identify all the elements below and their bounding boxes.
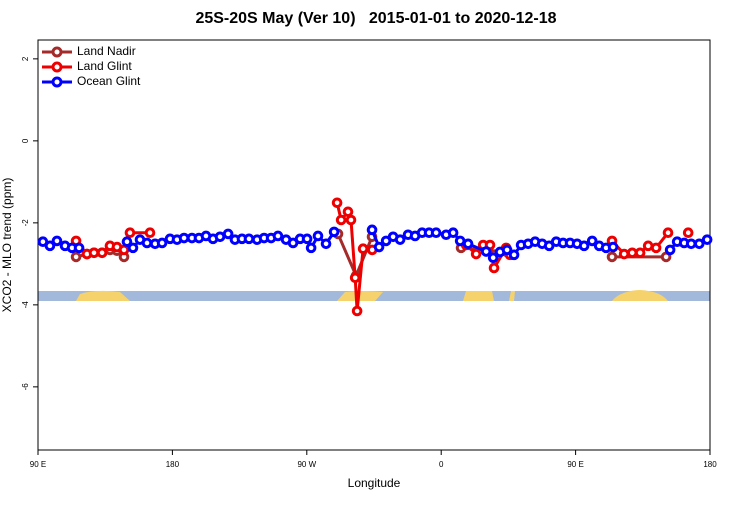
legend-label: Land Nadir (77, 44, 136, 58)
point (351, 305, 363, 317)
plot-frame (37, 39, 711, 451)
point (156, 237, 168, 249)
x-tick-label: 180 (166, 460, 180, 469)
point (345, 214, 357, 226)
point (305, 242, 317, 254)
point (662, 227, 674, 238)
y-tick-label: -4 (21, 301, 30, 309)
y-tick-label: -6 (21, 383, 30, 391)
point (349, 272, 361, 284)
point (650, 242, 662, 254)
point (373, 241, 385, 253)
y-tick-label: 0 (21, 138, 30, 143)
point (144, 227, 156, 238)
y-axis-label: XCO2 - MLO trend (ppm) (0, 178, 14, 313)
point (88, 247, 100, 259)
point (124, 227, 136, 238)
point (607, 241, 619, 253)
point (487, 252, 499, 264)
point (51, 235, 63, 247)
x-axis-label: Longitude (348, 476, 401, 490)
point (44, 240, 56, 252)
point (488, 262, 500, 274)
legend-marker (51, 76, 63, 88)
point (578, 240, 590, 252)
y-tick-label: 2 (21, 56, 30, 61)
point (462, 238, 474, 250)
x-tick-label: 90 E (30, 460, 46, 469)
point (366, 224, 378, 236)
y-tick-label: -2 (21, 219, 30, 227)
point (701, 234, 713, 245)
point (312, 230, 324, 242)
point (501, 244, 513, 256)
x-tick-label: 180 (703, 460, 717, 469)
point (118, 244, 130, 256)
legend-label: Land Glint (77, 59, 132, 73)
point (357, 243, 369, 254)
point (470, 248, 482, 260)
point (127, 242, 139, 254)
legend-marker (51, 46, 63, 58)
point (634, 247, 646, 259)
land-ocean-strip (38, 290, 710, 301)
legend-marker (51, 61, 63, 73)
point (664, 244, 676, 256)
point (447, 227, 459, 238)
point (342, 206, 354, 218)
point (430, 227, 442, 238)
point (682, 227, 694, 238)
point (394, 234, 406, 245)
point (685, 238, 697, 250)
point (331, 197, 343, 209)
point (214, 231, 226, 243)
point (335, 214, 347, 226)
point (618, 248, 630, 260)
point (222, 228, 234, 240)
x-tick-label: 0 (439, 460, 444, 469)
x-tick-label: 90 W (297, 460, 316, 469)
x-tick-label: 90 E (567, 460, 583, 469)
point (480, 246, 492, 257)
point (508, 249, 520, 261)
point (693, 238, 705, 250)
point (96, 247, 108, 259)
point (301, 233, 313, 245)
point (320, 238, 332, 250)
point (606, 251, 618, 263)
point (243, 233, 255, 245)
point (586, 235, 598, 247)
point (141, 237, 153, 249)
point (328, 226, 340, 238)
point (121, 236, 133, 248)
point (73, 242, 85, 254)
chart-title: 25S-20S May (Ver 10) 2015-01-01 to 2020-… (195, 10, 556, 27)
point (70, 251, 82, 263)
point (272, 230, 284, 242)
legend-label: Ocean Glint (77, 74, 141, 88)
